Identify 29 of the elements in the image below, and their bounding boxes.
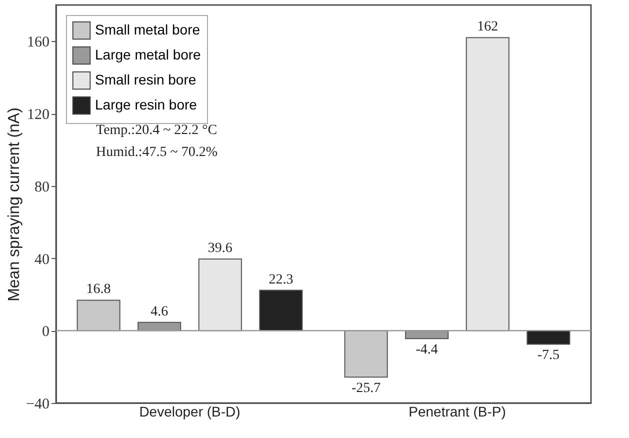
y-tick-label: 0 <box>42 324 50 340</box>
data-label: 22.3 <box>268 272 294 288</box>
y-tick-label: −40 <box>26 396 50 412</box>
bar <box>526 330 570 345</box>
y-tick-label: 160 <box>27 34 50 51</box>
bar <box>198 258 242 332</box>
data-label: -7.5 <box>537 348 560 364</box>
annotation: Humid.:47.5 ~ 70.2% <box>96 145 218 160</box>
y-tick-label: 120 <box>27 107 50 124</box>
y-axis-title: Mean spraying current (nA) <box>6 108 24 302</box>
data-label: 4.6 <box>150 304 168 320</box>
data-label: 162 <box>477 20 498 35</box>
bar <box>76 300 120 332</box>
legend-label: Small resin bore <box>95 72 196 88</box>
legend-label: Large resin bore <box>95 96 198 112</box>
data-label: -4.4 <box>416 342 438 358</box>
bar <box>344 330 388 378</box>
legend-label: Small metal bore <box>95 22 200 38</box>
data-label: 39.6 <box>208 240 232 256</box>
data-label: 16.8 <box>86 282 111 298</box>
bar <box>259 290 303 332</box>
bar <box>466 37 510 332</box>
annotation: Temp.:20.4 ~ 22.2 °C <box>96 123 218 138</box>
y-tick-label: 80 <box>34 179 50 196</box>
legend-label: Large metal bore <box>95 46 202 62</box>
x-tick-label: Penetrant (B-P) <box>408 404 506 420</box>
data-label: -25.7 <box>351 381 381 396</box>
x-tick-label: Developer (B-D) <box>139 404 240 420</box>
y-tick-label: 40 <box>34 252 50 268</box>
